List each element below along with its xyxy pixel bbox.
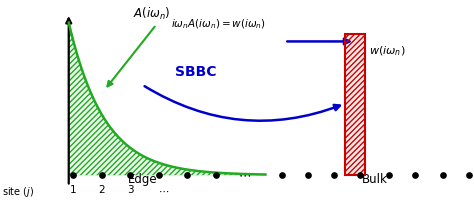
Bar	[345, 34, 365, 175]
Text: 1: 1	[70, 185, 77, 195]
Text: 2: 2	[99, 185, 105, 195]
Text: SBBC: SBBC	[175, 65, 217, 79]
Text: site $(j)$: site $(j)$	[2, 185, 35, 199]
Text: $A(i\omega_n)$: $A(i\omega_n)$	[133, 6, 170, 22]
Text: Edge: Edge	[128, 173, 157, 186]
Text: $\cdots$: $\cdots$	[237, 169, 251, 182]
Text: $i\omega_n A(i\omega_n) = w(i\omega_n)$: $i\omega_n A(i\omega_n) = w(i\omega_n)$	[171, 17, 265, 31]
Bar	[345, 34, 365, 175]
Text: Bulk: Bulk	[362, 173, 387, 186]
Text: $w(i\omega_n)$: $w(i\omega_n)$	[369, 44, 405, 58]
Text: $\cdots$: $\cdots$	[158, 185, 169, 195]
Text: 3: 3	[127, 185, 134, 195]
